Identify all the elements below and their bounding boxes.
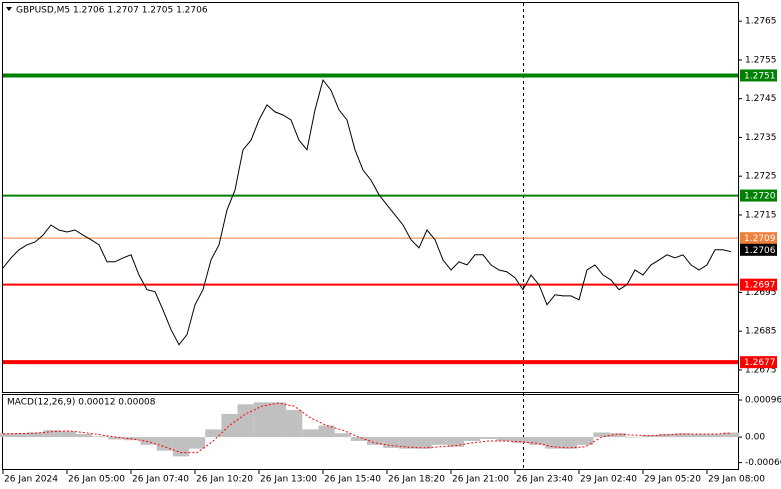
macd-bar xyxy=(237,404,254,438)
y-tick-label: -0.00066 xyxy=(745,458,781,468)
level-label: 1.2697 xyxy=(744,281,776,291)
macd-bar xyxy=(253,402,270,438)
y-tick-label: 1.2695 xyxy=(745,288,777,298)
macd-bar xyxy=(383,437,400,448)
macd-bar xyxy=(690,434,707,438)
macd-bar xyxy=(642,435,659,438)
macd-bar xyxy=(350,437,367,441)
x-tick-label: 26 Jan 21:00 xyxy=(452,475,509,485)
macd-bar xyxy=(674,433,691,438)
x-tick-label: 26 Jan 18:20 xyxy=(388,475,445,485)
macd-bar xyxy=(156,437,173,451)
macd-bar xyxy=(0,433,12,438)
macd-title: MACD(12,26,9) 0.00012 0.00008 xyxy=(7,398,156,408)
macd-panel-frame xyxy=(2,394,739,470)
macd-bar xyxy=(334,433,351,438)
y-tick-label: 0.00 xyxy=(745,433,765,443)
macd-bar xyxy=(480,437,497,440)
level-label: 1.2709 xyxy=(744,234,776,244)
y-tick-label: 1.2725 xyxy=(745,172,777,182)
level-label-box xyxy=(740,69,777,82)
y-tick-label: 1.2755 xyxy=(745,55,777,65)
macd-bar xyxy=(593,432,610,438)
chart-title: GBPUSD,M5 1.2706 1.2707 1.2705 1.2706 xyxy=(16,6,208,16)
macd-bar xyxy=(189,437,206,449)
macd-bar xyxy=(11,433,28,438)
macd-bar xyxy=(140,437,157,445)
macd-bar xyxy=(625,437,643,438)
level-label: 1.2720 xyxy=(744,192,776,202)
menu-triangle[interactable] xyxy=(6,7,12,11)
macd-bar xyxy=(496,437,513,441)
x-tick-label: 26 Jan 10:20 xyxy=(196,475,253,485)
y-tick-label: 1.2715 xyxy=(745,210,777,220)
level-label-box xyxy=(740,356,777,369)
x-tick-label: 26 Jan 05:00 xyxy=(68,475,125,485)
macd-bar xyxy=(512,437,529,443)
macd-bar xyxy=(658,434,675,438)
y-tick-label: 1.2675 xyxy=(745,365,777,375)
x-tick-label: 29 Jan 02:40 xyxy=(580,475,637,485)
macd-bar xyxy=(221,413,238,438)
macd-bar xyxy=(27,432,44,438)
x-tick-label: 26 Jan 23:40 xyxy=(516,475,573,485)
macd-bar xyxy=(447,437,465,447)
level-label-box xyxy=(740,278,777,291)
macd-bar xyxy=(75,434,92,438)
y-tick-label: 1.2745 xyxy=(745,94,777,104)
level-label-box xyxy=(740,232,777,245)
y-tick-label: 0.00096 xyxy=(745,396,781,406)
macd-bar xyxy=(302,429,319,438)
level-label-box xyxy=(740,189,777,202)
level-label: 1.2677 xyxy=(744,358,776,368)
last-price-label: 1.2706 xyxy=(744,246,776,256)
macd-bar xyxy=(205,429,222,438)
main-panel-frame xyxy=(2,2,739,393)
x-tick-label: 26 Jan 15:40 xyxy=(324,475,381,485)
macd-bar xyxy=(91,436,109,438)
macd-bar xyxy=(528,437,545,445)
signal-line xyxy=(2,402,732,454)
y-tick-label: 1.2685 xyxy=(745,327,777,337)
price-line xyxy=(2,79,732,346)
y-tick-label: 1.2765 xyxy=(745,17,777,27)
macd-bar xyxy=(269,402,287,438)
macd-bar xyxy=(722,432,740,438)
x-tick-label: 26 Jan 07:40 xyxy=(132,475,189,485)
macd-bar xyxy=(59,431,76,438)
macd-bar xyxy=(172,437,190,457)
x-tick-label: 29 Jan 08:00 xyxy=(708,475,765,485)
last-price-box xyxy=(740,243,777,256)
x-tick-label: 26 Jan 2024 xyxy=(4,475,58,485)
macd-bar xyxy=(544,437,562,449)
x-tick-label: 29 Jan 05:20 xyxy=(644,475,701,485)
macd-bar xyxy=(577,437,594,445)
macd-bar xyxy=(108,437,125,440)
x-tick-label: 26 Jan 13:00 xyxy=(260,475,317,485)
macd-bar xyxy=(367,437,384,445)
macd-bar xyxy=(399,437,416,449)
level-label: 1.2751 xyxy=(744,71,776,81)
macd-bar xyxy=(609,433,626,438)
macd-bar xyxy=(286,410,303,438)
macd-bar xyxy=(415,437,432,449)
y-tick-label: 1.2735 xyxy=(745,133,777,143)
macd-bar xyxy=(43,430,60,438)
macd-bar xyxy=(318,425,335,438)
macd-bar xyxy=(561,437,578,449)
macd-bar xyxy=(464,437,481,441)
macd-bar xyxy=(431,437,448,445)
macd-bar xyxy=(706,434,723,438)
